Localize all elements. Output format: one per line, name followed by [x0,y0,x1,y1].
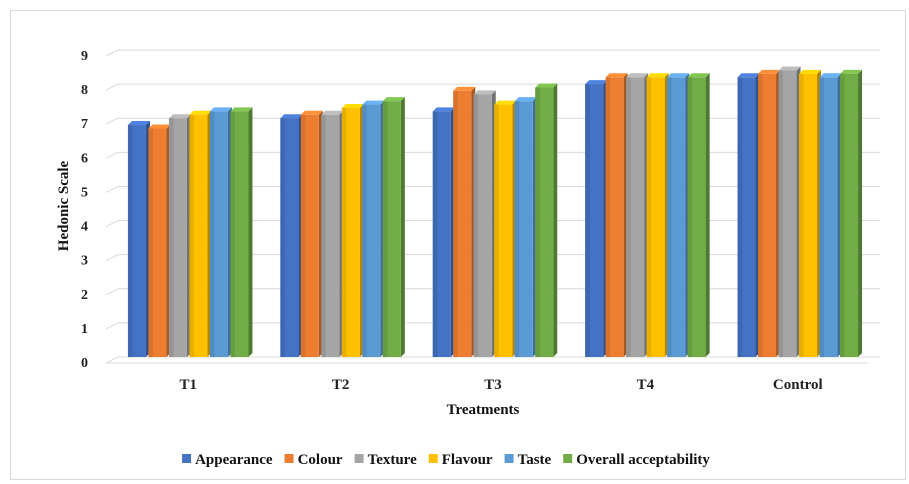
gridline-depth [105,356,119,364]
legend-swatch [563,454,573,463]
y-axis-title: Hedonic Scale [56,160,72,251]
bar [646,73,669,358]
bar [840,69,863,357]
y-axis-ticks: 0 1 2 3 4 5 6 7 8 9 [81,49,88,371]
legend-label: Taste [518,452,552,468]
bar [778,66,801,357]
bar [168,114,191,357]
y-tick-label: 2 [81,288,88,303]
bar [280,114,303,357]
bar [819,73,842,358]
bar [209,107,232,358]
y-tick-label: 7 [81,117,88,132]
bar [300,110,323,357]
bar [230,107,253,358]
bars [127,66,863,358]
bar [473,90,496,357]
bar [514,97,537,358]
gridline-depth [105,49,119,57]
bar [453,86,476,357]
legend-swatch [354,454,364,463]
legend-item: Taste [504,452,552,468]
legend-item: Flavour [428,452,493,468]
legend-label: Overall acceptability [576,452,710,468]
y-tick-label: 6 [81,151,88,166]
bar [737,73,760,358]
legend-label: Texture [368,452,418,468]
y-tick-label: 4 [81,220,88,235]
gridline-depth [105,254,119,262]
y-tick-label: 5 [81,185,88,200]
legend-label: Flavour [442,452,493,468]
y-tick-label: 0 [81,356,88,371]
gridline-depth [105,83,119,91]
bar [432,107,455,358]
bar [626,73,649,358]
gridline-depth [105,288,119,296]
legend-item: Appearance [182,452,273,468]
x-tick-label: T3 [484,377,502,393]
legend-label: Colour [298,452,343,468]
gridline-depth [105,117,119,125]
y-tick-label: 8 [81,83,88,98]
bar [494,100,517,358]
bar [667,73,690,358]
bar [362,100,385,358]
x-tick-label: T2 [332,377,350,393]
bar [382,97,405,358]
legend-item: Colour [284,452,343,468]
legend-swatch [182,454,192,463]
bar [148,124,171,357]
bar [585,80,608,357]
gridline-depth [105,185,119,193]
x-axis-title: Treatments [447,402,520,418]
y-tick-label: 1 [81,322,88,337]
bar [321,110,344,357]
gridline-depth [105,151,119,159]
x-axis-ticks: T1 T2 T3 T4 Control [179,377,822,393]
legend-label: Appearance [195,452,273,468]
legend-item: Overall acceptability [563,452,710,468]
gridline-depth [105,220,119,228]
x-tick-label: Control [773,377,823,393]
legend: Appearance Colour Texture Flavour Taste Overa… [182,452,710,468]
bar [758,69,781,357]
y-tick-label: 9 [81,49,88,64]
bar [535,83,558,358]
x-tick-label: T1 [179,377,197,393]
legend-swatch [504,454,514,463]
legend-swatch [284,454,294,463]
bar [127,121,150,358]
x-tick-label: T4 [637,377,655,393]
bar [799,69,822,357]
legend-item: Texture [354,452,418,468]
gridline-depth [105,322,119,330]
legend-swatch [428,454,438,463]
bar [341,103,364,357]
bar [605,73,628,358]
bar [189,110,212,357]
y-tick-label: 3 [81,254,88,269]
bar [687,73,710,358]
